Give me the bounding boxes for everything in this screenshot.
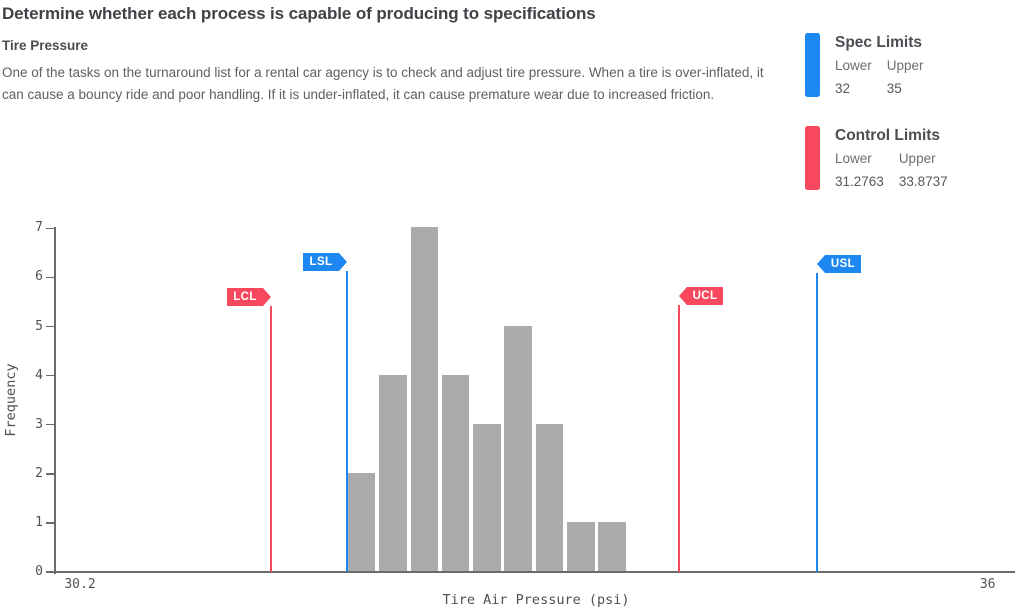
page-description: One of the tasks on the turnaround list … bbox=[2, 65, 764, 103]
spec-limits-legend: Spec Limits Lower Upper 32 35 bbox=[805, 33, 924, 97]
histogram-bar bbox=[410, 227, 439, 571]
y-axis-tick bbox=[46, 374, 54, 377]
spec-lower-label: Lower bbox=[835, 58, 872, 73]
control-upper-label: Upper bbox=[898, 151, 936, 166]
spec-limits-text: Spec Limits Lower Upper 32 35 bbox=[835, 33, 924, 97]
page-subtitle: Tire Pressure bbox=[2, 38, 89, 53]
y-axis-tick bbox=[46, 227, 54, 230]
histogram-bar bbox=[347, 472, 376, 571]
y-axis-tick bbox=[46, 276, 54, 279]
spec-upper-label: Upper bbox=[886, 58, 924, 73]
y-tick-label: 5 bbox=[35, 318, 43, 334]
y-axis-tick bbox=[46, 325, 54, 328]
lcl-line bbox=[270, 306, 272, 572]
histogram-bar bbox=[567, 521, 595, 571]
x-tick-label: 30.2 bbox=[64, 577, 96, 592]
usl-line bbox=[816, 273, 818, 572]
y-axis-tick bbox=[46, 522, 54, 524]
spec-limits-swatch bbox=[805, 33, 820, 97]
spec-upper-value: 35 bbox=[886, 81, 902, 96]
control-limits-title: Control Limits bbox=[835, 127, 941, 144]
histogram-bar bbox=[379, 374, 407, 571]
y-tick-label: 7 bbox=[35, 220, 43, 236]
x-tick-label: 36 bbox=[979, 577, 996, 592]
y-tick-label: 3 bbox=[35, 416, 43, 432]
histogram-bar bbox=[473, 423, 501, 571]
ucl-flag[interactable]: UCL bbox=[679, 287, 723, 305]
y-axis-tick bbox=[46, 423, 54, 426]
histogram-bar bbox=[535, 423, 564, 571]
control-limits-text: Control Limits Lower Upper 31.2763 33.87… bbox=[835, 126, 948, 190]
lsl-line bbox=[346, 271, 348, 572]
x-axis-line bbox=[54, 571, 1015, 573]
histogram-bar bbox=[504, 325, 532, 571]
y-axis-line bbox=[54, 227, 56, 574]
control-limits-legend: Control Limits Lower Upper 31.2763 33.87… bbox=[805, 126, 948, 190]
spec-limits-title: Spec Limits bbox=[835, 34, 922, 51]
y-axis-tick bbox=[46, 473, 54, 475]
histogram-bar bbox=[441, 374, 470, 571]
x-axis-title: Tire Air Pressure (psi) bbox=[442, 592, 630, 608]
y-tick-label: 1 bbox=[35, 514, 43, 530]
y-tick-label: 2 bbox=[35, 465, 43, 481]
ucl-line bbox=[678, 305, 680, 572]
lsl-flag[interactable]: LSL bbox=[303, 253, 347, 271]
control-limits-swatch bbox=[805, 126, 820, 190]
control-lower-value: 31.2763 bbox=[835, 174, 884, 189]
y-tick-label: 0 bbox=[35, 564, 43, 579]
y-tick-label: 6 bbox=[35, 269, 43, 285]
spec-lower-value: 32 bbox=[835, 81, 851, 96]
y-axis-tick bbox=[46, 571, 54, 573]
control-lower-label: Lower bbox=[835, 151, 872, 166]
histogram-bar bbox=[598, 521, 626, 571]
lcl-flag[interactable]: LCL bbox=[227, 288, 271, 306]
control-upper-value: 33.8737 bbox=[898, 174, 948, 189]
usl-flag[interactable]: USL bbox=[817, 255, 861, 273]
y-tick-label: 4 bbox=[35, 367, 43, 383]
page-title: Determine whether each process is capabl… bbox=[2, 4, 596, 23]
